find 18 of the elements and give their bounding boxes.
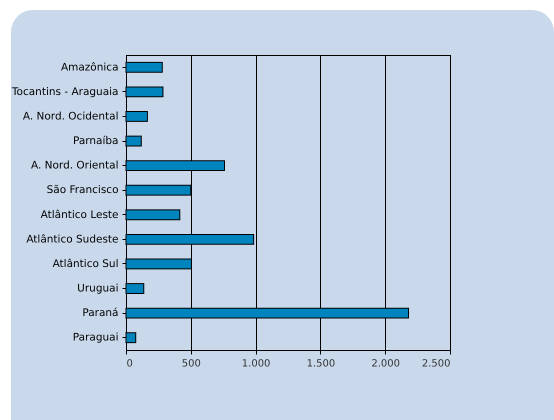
x-tick-label: 500 <box>182 358 201 370</box>
x-tick-label: 1.000 <box>242 358 270 370</box>
y-tick-label: São Francisco <box>46 184 118 196</box>
y-tick-label: A. Nord. Ocidental <box>22 110 118 122</box>
y-tick-label: Atlântico Sul <box>52 258 118 270</box>
y-tick-label: Parnaíba <box>72 135 118 148</box>
y-tick-label: Atlântico Leste <box>40 208 118 221</box>
y-tick-label: Atlântico Sudeste <box>26 233 118 246</box>
y-tick-label: Tocantins - Araguaia <box>10 86 118 98</box>
x-tick-label: 2.500 <box>422 358 450 370</box>
y-tick-label: Paraná <box>82 307 118 320</box>
y-tick-label: Amazônica <box>60 61 118 74</box>
x-tick-label: 0 <box>126 358 133 370</box>
y-tick-label: A. Nord. Oriental <box>30 160 118 172</box>
x-tick-label: 1.500 <box>306 358 336 370</box>
x-tick-label: 2.000 <box>371 358 400 370</box>
y-tick-label: Uruguai <box>77 282 118 295</box>
y-tick-label: Paraguai <box>72 332 118 344</box>
